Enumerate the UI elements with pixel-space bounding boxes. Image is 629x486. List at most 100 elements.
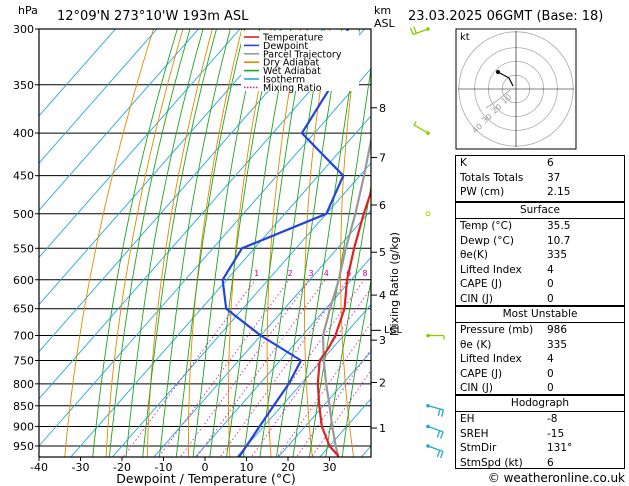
hpa-label: hPa — [18, 4, 38, 17]
temp-tick-10: 10 — [240, 461, 254, 474]
x-axis-label: Dewpoint / Temperature (°C) — [116, 471, 295, 486]
mixing-ratio-label: 25 — [430, 269, 440, 278]
surface-dewp: Dewp (°C) 10.7 — [460, 234, 571, 247]
isotherm--90 — [39, 29, 200, 211]
wind-barb-staff — [413, 124, 429, 134]
mixing-ratio-line — [295, 348, 371, 457]
surface-temp: Temp (°C) 35.5 — [456, 218, 624, 234]
km-label: km — [374, 4, 391, 17]
mu-cin: CIN (J) 0 — [460, 382, 554, 395]
mixing-ratio-line — [276, 322, 371, 457]
mu-theta-e: θe (K) 335 — [460, 338, 568, 351]
dry-adiabat — [228, 29, 272, 457]
mixing-ratio-line — [219, 279, 348, 457]
asl-label: ASL — [374, 17, 396, 30]
mixing-ratio-label: 2 — [288, 269, 293, 278]
isotherm-20 — [277, 351, 371, 457]
wind-barb-500 — [425, 211, 431, 217]
wind-barb-feather — [440, 451, 444, 459]
wind-barb-staff — [427, 405, 444, 411]
index-pw: PW (cm) 2.15 — [460, 186, 571, 199]
wind-barb-400 — [413, 121, 430, 135]
pressure-tick-750: 750 — [13, 354, 34, 367]
mixing-ratio-line — [250, 287, 371, 457]
most-unstable-title: Most Unstable — [502, 308, 578, 320]
mu-lifted-index: Lifted Index 4 — [460, 353, 554, 366]
dry-adiabat — [304, 29, 331, 457]
temp-tick--40: -40 — [30, 461, 48, 474]
pressure-tick-650: 650 — [13, 303, 34, 316]
wet-adiabat — [275, 29, 343, 457]
pressure-tick-800: 800 — [13, 378, 34, 391]
isotherm--110 — [39, 29, 117, 117]
dry-adiabat — [146, 29, 213, 457]
isotherm--50 — [39, 29, 366, 400]
most-unstable-panel: Most Unstable Pressure (mb) 986 θe (K) 335… — [455, 306, 625, 395]
isotherm-0 — [194, 256, 371, 457]
datetime-title: 23.03.2025 06GMT (Base: 18) — [408, 9, 603, 24]
copyright: © weatheronline.co.uk — [488, 471, 625, 485]
wet-adiabat — [341, 278, 371, 457]
mixing-ratio-label: 1 — [254, 269, 259, 278]
pressure-tick-500: 500 — [13, 208, 34, 221]
temp-tick-0: 0 — [202, 461, 209, 474]
wind-calm-mark — [425, 211, 431, 217]
km-tick-2: 2 — [379, 376, 386, 389]
wet-adiabat — [92, 29, 178, 457]
mu-pressure: Pressure (mb) 986 — [456, 322, 624, 338]
wet-adiabat — [259, 29, 325, 457]
hodo-stmdir: StmDir 131° — [460, 442, 573, 455]
pressure-tick-850: 850 — [13, 400, 34, 413]
mixing-ratio-axis-label: Mixing Ratio (g/kg) — [388, 232, 401, 336]
km-tick-7: 7 — [379, 152, 386, 165]
wet-adiabat — [292, 29, 360, 457]
dry-adiabat — [64, 29, 155, 457]
surface-panel: Surface Temp (°C) 35.5 Dewp (°C) 10.7 θe(K… — [455, 202, 625, 306]
hodo-stmspd: StmSpd (kt) 6 — [460, 456, 554, 469]
wind-barb-dot — [426, 27, 430, 31]
isotherm--40 — [39, 68, 371, 447]
temp-tick-30: 30 — [323, 461, 337, 474]
mixing-ratio-label: 4 — [324, 269, 329, 278]
pressure-tick-900: 900 — [13, 420, 34, 433]
km-tick-3: 3 — [379, 334, 386, 347]
lcl-label: LCL — [384, 325, 403, 336]
wind-barb-staff — [412, 28, 429, 36]
legend-label-3: Dry Adiabat — [263, 58, 320, 69]
mixing-ratio-line — [311, 369, 371, 457]
surface-cape: CAPE (J) 0 — [460, 278, 554, 291]
wind-barb-staff — [427, 425, 444, 433]
pressure-tick-700: 700 — [13, 330, 34, 343]
legend-label-0: Temperature — [262, 33, 323, 44]
km-tick-6: 6 — [379, 199, 386, 212]
legend-label-1: Dewpoint — [263, 41, 308, 52]
hodograph-point — [496, 70, 500, 74]
wind-barb-dot — [426, 131, 430, 135]
hodo-eh: EH -8 — [456, 411, 624, 427]
isotherm--80 — [39, 29, 241, 259]
temp-tick--20: -20 — [113, 461, 131, 474]
wind-barb-700 — [426, 333, 445, 340]
legend-label-2: Parcel Trajectory — [263, 49, 342, 60]
isotherm--30 — [70, 115, 371, 457]
hodograph-storm-motion — [485, 89, 511, 109]
parcel-trajectory-line — [321, 134, 371, 457]
pressure-tick-550: 550 — [13, 242, 34, 255]
km-tick-1: 1 — [379, 422, 386, 435]
wet-adiabat — [325, 183, 371, 457]
wind-barb-feather — [413, 26, 417, 34]
hodograph-kt-label: kt — [460, 32, 470, 43]
temp-tick--10: -10 — [155, 461, 173, 474]
dry-adiabat — [410, 0, 442, 482]
pressure-tick-300: 300 — [13, 23, 34, 36]
pressure-tick-950: 950 — [13, 440, 34, 453]
temperature-line — [316, 188, 371, 457]
isotherm--100 — [39, 29, 158, 164]
hodograph-trace — [497, 71, 514, 87]
wind-barb-900 — [426, 424, 444, 439]
wind-barb-feather — [437, 408, 441, 416]
temp-tick--30: -30 — [72, 461, 90, 474]
wet-adiabat — [226, 29, 292, 457]
